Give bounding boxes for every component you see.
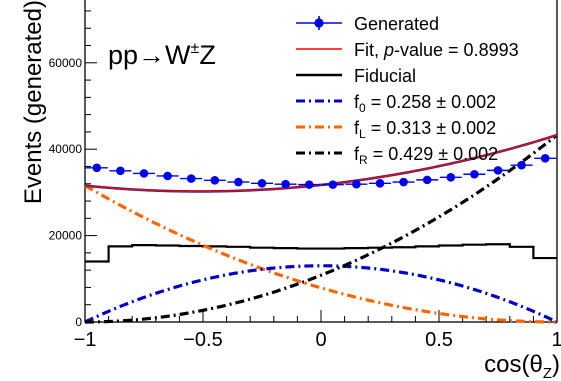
fiducial-histogram xyxy=(85,243,557,263)
generated-point xyxy=(186,174,196,183)
legend-label-fL: fL = 0.313 ± 0.002 xyxy=(354,118,496,141)
legend-item-fit: Fit, p-value = 0.8993 xyxy=(296,40,519,60)
y-tick-label: 0 xyxy=(75,315,82,329)
legend-item-fR: fR = 0.429 ± 0.002 xyxy=(296,144,498,167)
legend-item-fiducial: Fiducial xyxy=(296,66,416,86)
generated-point xyxy=(304,180,314,189)
generated-point xyxy=(517,160,526,170)
y-tick-label: 20000 xyxy=(49,229,83,243)
generated-point xyxy=(470,169,479,179)
generated-point xyxy=(375,179,385,188)
fit-curve xyxy=(84,134,558,193)
legend-label-fR: fR = 0.429 ± 0.002 xyxy=(354,144,498,167)
fL-curve xyxy=(84,184,557,324)
x-tick-label: −1 xyxy=(74,329,97,351)
legend-label-f0: f0 = 0.258 ± 0.002 xyxy=(354,92,496,115)
x-tick-label: −0.5 xyxy=(183,329,222,351)
legend-label-fit: Fit, p-value = 0.8993 xyxy=(354,40,519,60)
generated-point xyxy=(493,166,503,175)
generated-point xyxy=(92,163,102,173)
y-tick-label: 60000 xyxy=(49,56,83,70)
legend-item-generated: Generated xyxy=(296,14,439,34)
fit-layer xyxy=(84,133,558,193)
legend: Generated Fit, p-value = 0.8993 Fiducial… xyxy=(296,14,519,167)
generated-point xyxy=(399,177,408,187)
components-layer xyxy=(84,133,558,324)
generated-point xyxy=(210,176,220,185)
generated-point xyxy=(446,172,456,182)
legend-label-generated: Generated xyxy=(354,14,439,34)
axes: 0 20000 40000 60000 −1 −0.5 0 0.5 1 xyxy=(49,10,561,351)
generated-point xyxy=(234,177,243,187)
generated-point xyxy=(540,153,550,163)
generated-point xyxy=(352,179,361,189)
x-tick-label: 0.5 xyxy=(425,329,453,351)
x-tick-label: 1 xyxy=(551,329,561,351)
fiducial-layer xyxy=(85,243,557,263)
generated-point xyxy=(422,175,432,185)
x-tick-label: 0 xyxy=(315,329,326,351)
fR-curve xyxy=(85,133,558,324)
f0-curve xyxy=(84,264,558,324)
generated-point xyxy=(257,179,267,188)
generated-layer xyxy=(85,153,557,189)
process-label: pp→W±Z xyxy=(108,40,216,70)
generated-point xyxy=(281,179,290,189)
x-axis-label: cos(θZ) xyxy=(484,351,560,381)
generated-point xyxy=(163,171,172,181)
y-axis-label: Events (generated) xyxy=(20,0,47,204)
y-tick-label: 40000 xyxy=(49,142,83,156)
generated-point xyxy=(328,180,338,189)
generated-point xyxy=(116,166,125,176)
legend-item-f0: f0 = 0.258 ± 0.002 xyxy=(296,92,496,115)
legend-label-fiducial: Fiducial xyxy=(354,66,416,86)
generated-point xyxy=(139,169,149,178)
legend-item-fL: fL = 0.313 ± 0.002 xyxy=(296,118,496,141)
